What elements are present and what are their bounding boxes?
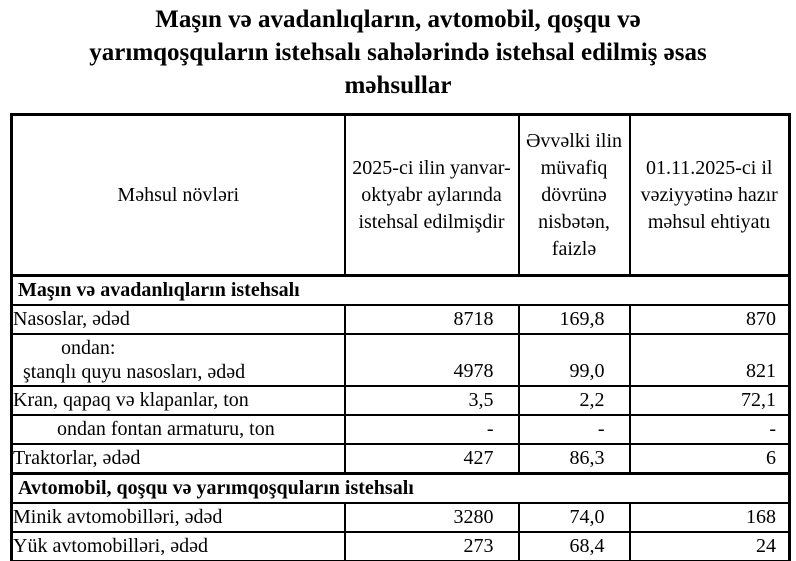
table-row-fountain-fittings: ondan fontan armaturu, ton - - - — [10, 414, 791, 445]
table-header-row: Məhsul növləri 2025-ci ilin yanvar-oktya… — [10, 113, 791, 277]
percent-cell: - — [517, 414, 631, 445]
produced-cell: 427 — [343, 443, 520, 475]
percent-cell: 169,8 — [517, 304, 631, 335]
product-cell-line-ondan: ondan: — [61, 337, 116, 359]
column-header-finished-product-stock: 01.11.2025-ci il vəziyyətinə hazır məhsu… — [628, 113, 791, 277]
page-title-line: məhsullar — [344, 72, 452, 99]
percent-cell: 74,0 — [517, 502, 631, 533]
product-cell: ondan fontan armaturu, ton — [10, 414, 346, 445]
produced-cell: 3,5 — [343, 385, 520, 416]
product-cell: ondan: ştanqlı quyu nasosları, ədəd — [10, 333, 346, 387]
product-cell: Traktorlar, ədəd — [10, 443, 346, 475]
percent-cell: 99,0 — [517, 333, 631, 387]
percent-cell: 2,2 — [517, 385, 631, 416]
product-cell: Nasoslar, ədəd — [10, 304, 346, 335]
column-header-produced: 2025-ci ilin yanvar-oktyabr aylarında is… — [343, 113, 520, 277]
section-label: Avtomobil, qoşqu və yarımqoşquların iste… — [10, 472, 791, 504]
table-row-valves: Kran, qapaq və klapanlar, ton 3,5 2,2 72… — [10, 385, 791, 416]
stock-cell: 72,1 — [628, 385, 791, 416]
product-cell: Yük avtomobilləri, ədəd — [10, 531, 346, 561]
product-cell-line-name: ştanqlı quyu nasosları, ədəd — [23, 361, 246, 383]
product-cell: Kran, qapaq və klapanlar, ton — [10, 385, 346, 416]
page-title: Maşın və avadanlıqların, avtomobil, qoşq… — [0, 3, 796, 102]
page-title-line: yarımqoşquların istehsalı sahələrində is… — [89, 39, 707, 66]
stock-cell: 821 — [628, 333, 791, 387]
products-table: Məhsul növləri 2025-ci ilin yanvar-oktya… — [10, 113, 791, 561]
stock-cell: 168 — [628, 502, 791, 533]
table-row-passenger-cars: Minik avtomobilləri, ədəd 3280 74,0 168 — [10, 502, 791, 533]
stock-cell: 6 — [628, 443, 791, 475]
column-header-product-types: Məhsul növləri — [10, 113, 346, 277]
column-header-percent-vs-previous-year: Əvvəlki ilin müvafiq dövrünə nisbətən, f… — [517, 113, 631, 277]
section-row-machinery: Maşın və avadanlıqların istehsalı — [10, 274, 791, 306]
stock-cell: 870 — [628, 304, 791, 335]
table-row-sucker-rod-well-pumps: ondan: ştanqlı quyu nasosları, ədəd 4978… — [10, 333, 791, 387]
produced-cell: 273 — [343, 531, 520, 561]
page-title-line: Maşın və avadanlıqların, avtomobil, qoşq… — [155, 6, 641, 33]
table-row-pumps: Nasoslar, ədəd 8718 169,8 870 — [10, 304, 791, 335]
produced-cell: 8718 — [343, 304, 520, 335]
product-cell: Minik avtomobilləri, ədəd — [10, 502, 346, 533]
section-label: Maşın və avadanlıqların istehsalı — [10, 274, 791, 306]
produced-cell: 4978 — [343, 333, 520, 387]
percent-cell: 86,3 — [517, 443, 631, 475]
percent-cell: 68,4 — [517, 531, 631, 561]
stock-cell: - — [628, 414, 791, 445]
produced-cell: 3280 — [343, 502, 520, 533]
produced-cell: - — [343, 414, 520, 445]
stock-cell: 24 — [628, 531, 791, 561]
table-row-tractors: Traktorlar, ədəd 427 86,3 6 — [10, 443, 791, 475]
table-row-trucks: Yük avtomobilləri, ədəd 273 68,4 24 — [10, 531, 791, 561]
section-row-automobiles: Avtomobil, qoşqu və yarımqoşquların iste… — [10, 472, 791, 504]
